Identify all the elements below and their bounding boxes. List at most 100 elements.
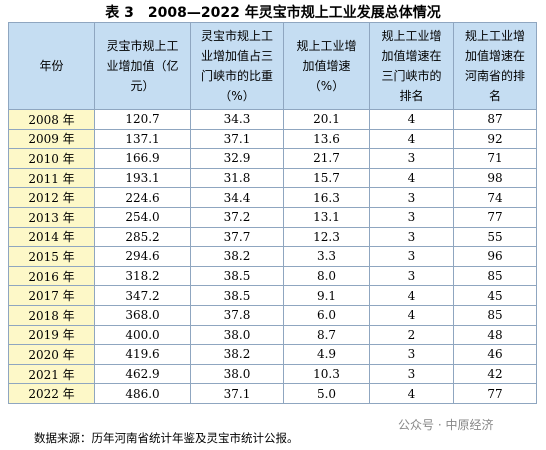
table-cell: 37.1 — [190, 383, 284, 404]
table-cell: 8.7 — [283, 324, 370, 346]
table-row: 2014 年 285.2 37.7 12.3 3 55 — [8, 226, 537, 248]
table-cell: 4.9 — [283, 344, 370, 365]
watermark: 公众号 · 中原经济 — [398, 418, 494, 432]
table-cell: 92 — [453, 128, 537, 150]
year-cell: 2020 年 — [8, 344, 95, 365]
table-cell: 37.2 — [190, 206, 284, 228]
year-cell: 2011 年 — [8, 167, 95, 189]
table-cell: 4 — [369, 304, 454, 326]
header-row: 年份 灵宝市规上工业增加值（亿元） 灵宝市规上工业增加值占三门峡市的比重（%） 规上工… — [8, 22, 537, 110]
table-cell: 20.1 — [283, 109, 370, 130]
table-cell: 87 — [453, 109, 537, 130]
table-row: 2019 年 400.0 38.0 8.7 2 48 — [8, 324, 537, 346]
table-cell: 37.8 — [190, 304, 284, 326]
table-cell: 3 — [369, 246, 454, 267]
table-cell: 4 — [369, 285, 454, 306]
column-header: 灵宝市规上工业增加值（亿元） — [94, 22, 191, 110]
year-cell: 2008 年 — [8, 109, 95, 130]
table-cell: 38.0 — [190, 363, 284, 385]
table-row: 2022 年 486.0 37.1 5.0 4 77 — [8, 383, 537, 404]
table-cell: 77 — [453, 206, 537, 228]
table-cell: 38.5 — [190, 265, 284, 287]
column-header: 规上工业增加值增速在三门峡市的排名 — [369, 22, 454, 110]
table-cell: 48 — [453, 324, 537, 346]
table-cell: 46 — [453, 344, 537, 365]
table-cell: 8.0 — [283, 265, 370, 287]
table-cell: 34.4 — [190, 187, 284, 208]
year-cell: 2022 年 — [8, 383, 95, 404]
table-cell: 3 — [369, 148, 454, 169]
table-cell: 13.6 — [283, 128, 370, 150]
table-cell: 34.3 — [190, 109, 284, 130]
year-cell: 2016 年 — [8, 265, 95, 287]
table-row: 2018 年 368.0 37.8 6.0 4 85 — [8, 304, 537, 326]
table-cell: 4 — [369, 128, 454, 150]
table-cell: 368.0 — [94, 304, 191, 326]
year-cell: 2017 年 — [8, 285, 95, 306]
table-cell: 31.8 — [190, 167, 284, 189]
table-cell: 38.0 — [190, 324, 284, 346]
table-cell: 85 — [453, 265, 537, 287]
table-body: 2008 年 120.7 34.3 20.1 4 87 2009 年 137.1 37.1 13.… — [8, 109, 537, 404]
table-row: 2013 年 254.0 37.2 13.1 3 77 — [8, 206, 537, 228]
table-cell: 37.1 — [190, 128, 284, 150]
table-row: 2016 年 318.2 38.5 8.0 3 85 — [8, 265, 537, 287]
table-row: 2012 年 224.6 34.4 16.3 3 74 — [8, 187, 537, 208]
table-cell: 37.7 — [190, 226, 284, 248]
table-cell: 3 — [369, 344, 454, 365]
table-cell: 4 — [369, 167, 454, 189]
table-cell: 9.1 — [283, 285, 370, 306]
data-table: 年份 灵宝市规上工业增加值（亿元） 灵宝市规上工业增加值占三门峡市的比重（%） 规上工… — [8, 22, 537, 404]
table-cell: 21.7 — [283, 148, 370, 169]
table-cell: 77 — [453, 383, 537, 404]
table-cell: 137.1 — [94, 128, 191, 150]
table-cell: 486.0 — [94, 383, 191, 404]
table-cell: 193.1 — [94, 167, 191, 189]
year-cell: 2014 年 — [8, 226, 95, 248]
year-cell: 2021 年 — [8, 363, 95, 385]
table-cell: 3.3 — [283, 246, 370, 267]
table-row: 2009 年 137.1 37.1 13.6 4 92 — [8, 128, 537, 150]
table-cell: 462.9 — [94, 363, 191, 385]
table-cell: 166.9 — [94, 148, 191, 169]
table-cell: 45 — [453, 285, 537, 306]
table-cell: 3 — [369, 363, 454, 385]
table-cell: 38.2 — [190, 246, 284, 267]
table-cell: 2 — [369, 324, 454, 346]
column-header: 年份 — [8, 22, 95, 110]
table-cell: 4 — [369, 109, 454, 130]
table-cell: 5.0 — [283, 383, 370, 404]
table-cell: 4 — [369, 383, 454, 404]
table-cell: 347.2 — [94, 285, 191, 306]
table-cell: 85 — [453, 304, 537, 326]
table-cell: 254.0 — [94, 206, 191, 228]
table-cell: 10.3 — [283, 363, 370, 385]
table-row: 2021 年 462.9 38.0 10.3 3 42 — [8, 363, 537, 385]
table-row: 2011 年 193.1 31.8 15.7 4 98 — [8, 167, 537, 189]
table-cell: 15.7 — [283, 167, 370, 189]
table-cell: 318.2 — [94, 265, 191, 287]
table-cell: 13.1 — [283, 206, 370, 228]
table-cell: 120.7 — [94, 109, 191, 130]
table-cell: 98 — [453, 167, 537, 189]
column-header: 规上工业增加值增速在河南省的排名 — [453, 22, 537, 110]
table-cell: 38.5 — [190, 285, 284, 306]
year-cell: 2015 年 — [8, 246, 95, 267]
year-cell: 2019 年 — [8, 324, 95, 346]
source-note: 数据来源：历年河南省统计年鉴及灵宝市统计公报。 — [34, 431, 299, 445]
table-cell: 32.9 — [190, 148, 284, 169]
year-cell: 2018 年 — [8, 304, 95, 326]
column-header: 规上工业增加值增速（%） — [283, 22, 370, 110]
table-cell: 3 — [369, 187, 454, 208]
table-cell: 400.0 — [94, 324, 191, 346]
table-title: 表 3 2008—2022 年灵宝市规上工业发展总体情况 — [105, 5, 441, 21]
year-cell: 2010 年 — [8, 148, 95, 169]
table-row: 2020 年 419.6 38.2 4.9 3 46 — [8, 344, 537, 365]
table-cell: 285.2 — [94, 226, 191, 248]
table-cell: 224.6 — [94, 187, 191, 208]
table-cell: 16.3 — [283, 187, 370, 208]
table-row: 2015 年 294.6 38.2 3.3 3 96 — [8, 246, 537, 267]
table-cell: 3 — [369, 265, 454, 287]
table-cell: 3 — [369, 206, 454, 228]
